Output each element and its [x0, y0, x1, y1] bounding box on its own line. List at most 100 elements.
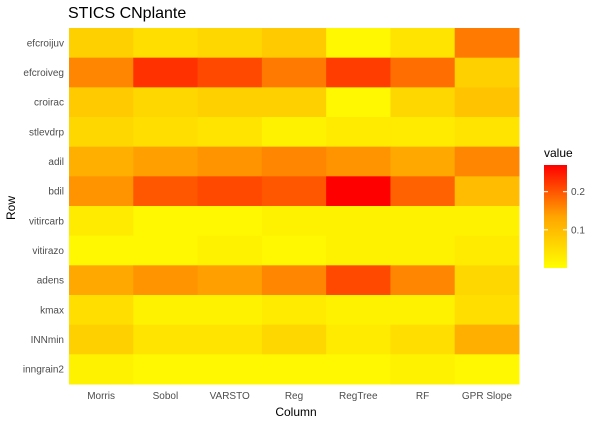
y-tick-label: stlevdrp	[29, 127, 64, 138]
heatmap-cell	[454, 87, 520, 118]
heatmap-cell	[133, 176, 199, 207]
y-tick-label: kmax	[40, 305, 64, 316]
heatmap-cell	[326, 117, 391, 148]
heatmap-cell	[197, 57, 263, 88]
legend-colorbar	[544, 165, 567, 268]
heatmap-cell	[69, 265, 134, 296]
heatmap-cell	[390, 235, 456, 266]
x-tick-label: RF	[416, 391, 429, 402]
heatmap-cell	[326, 235, 391, 266]
y-tick-label: efcroiveg	[23, 68, 64, 79]
heatmap-cell	[197, 324, 263, 355]
heatmap-cell	[326, 146, 391, 177]
heatmap-cell	[390, 354, 456, 385]
y-tick-label: efcroijuv	[27, 38, 64, 49]
heatmap-cell	[133, 206, 199, 237]
heatmap-cell	[197, 206, 263, 237]
heatmap-cell	[133, 354, 199, 385]
heatmap-cell	[69, 117, 134, 148]
heatmap-cell	[69, 28, 134, 59]
legend-title: value	[544, 146, 573, 160]
heatmap-cell	[454, 235, 520, 266]
heatmap-cell	[261, 117, 327, 148]
x-tick-label: Reg	[285, 391, 303, 402]
y-tick-label: bdil	[48, 187, 64, 198]
y-tick-label: vitircarb	[29, 216, 64, 227]
y-tick-label: INNmin	[31, 335, 64, 346]
heatmap-cell	[261, 57, 327, 88]
heatmap-cell	[197, 235, 263, 266]
heatmap-cell	[390, 117, 456, 148]
x-tick-label: VARSTO	[210, 391, 250, 402]
heatmap-cell	[390, 265, 456, 296]
heatmap-cell	[197, 265, 263, 296]
heatmap-cell	[326, 28, 391, 59]
heatmap-cell	[261, 235, 327, 266]
heatmap-cell	[261, 324, 327, 355]
heatmap-cell	[326, 354, 391, 385]
heatmap-cell	[390, 324, 456, 355]
heatmap-cell	[454, 265, 520, 296]
heatmap-cell	[454, 28, 520, 59]
heatmap-cell	[69, 354, 134, 385]
heatmap-cell	[69, 146, 134, 177]
heatmap-cell	[326, 265, 391, 296]
heatmap-cell	[197, 295, 263, 326]
heatmap-cell	[261, 265, 327, 296]
heatmap-cell	[326, 57, 391, 88]
heatmap-cell	[197, 354, 263, 385]
heatmap-cell	[69, 176, 134, 207]
y-tick-label: croirac	[34, 98, 64, 109]
y-tick-label: adil	[48, 157, 64, 168]
heatmap-cell	[197, 117, 263, 148]
heatmap-cell	[454, 146, 520, 177]
heatmap-cell	[390, 57, 456, 88]
heatmap-cell	[390, 295, 456, 326]
heatmap-cell	[197, 176, 263, 207]
chart-title: STICS CNplante	[68, 5, 186, 22]
heatmap-cell	[390, 146, 456, 177]
heatmap-cell	[261, 146, 327, 177]
heatmap-cell	[454, 176, 520, 207]
x-tick-label: RegTree	[339, 391, 378, 402]
heatmap-cell	[454, 117, 520, 148]
legend-tick-label: 0.1	[571, 225, 585, 236]
y-tick-label: inngrain2	[23, 365, 65, 376]
heatmap-cell	[133, 28, 199, 59]
heatmap-cell	[69, 57, 134, 88]
legend-tick-label: 0.2	[571, 187, 585, 198]
heatmap-cell	[197, 28, 263, 59]
heatmap-cell	[390, 176, 456, 207]
heatmap-cell	[326, 206, 391, 237]
heatmap-cell	[133, 324, 199, 355]
heatmap-cell	[69, 87, 134, 118]
heatmap-cell	[261, 354, 327, 385]
heatmap-cell	[69, 206, 134, 237]
heatmap-cell	[133, 235, 199, 266]
heatmap-cell	[261, 295, 327, 326]
heatmap-cell	[133, 87, 199, 118]
heatmap-cell	[454, 57, 520, 88]
heatmap-cell	[454, 206, 520, 237]
y-axis-tick-labels: efcroijuv efcroiveg croirac stlevdrp adil bdi…	[23, 38, 65, 375]
heatmap-cell	[69, 235, 134, 266]
x-axis-label: Column	[275, 405, 316, 419]
heatmap-cell	[133, 146, 199, 177]
heatmap-cell	[261, 206, 327, 237]
heatmap-cells	[69, 28, 520, 385]
heatmap-cell	[454, 324, 520, 355]
color-legend: value 0.1 0.2	[544, 146, 585, 268]
legend-ticks: 0.1 0.2	[544, 187, 585, 236]
heatmap-cell	[261, 28, 327, 59]
heatmap-cell	[197, 146, 263, 177]
heatmap-cell	[390, 206, 456, 237]
x-tick-label: Morris	[87, 391, 115, 402]
heatmap-cell	[133, 265, 199, 296]
heatmap-cell	[133, 295, 199, 326]
y-tick-label: adens	[37, 276, 64, 287]
x-axis-tick-labels: Morris Sobol VARSTO Reg RegTree RF GPR Slope	[87, 391, 512, 402]
heatmap-cell	[454, 354, 520, 385]
heatmap-cell	[261, 176, 327, 207]
heatmap-cell	[326, 324, 391, 355]
